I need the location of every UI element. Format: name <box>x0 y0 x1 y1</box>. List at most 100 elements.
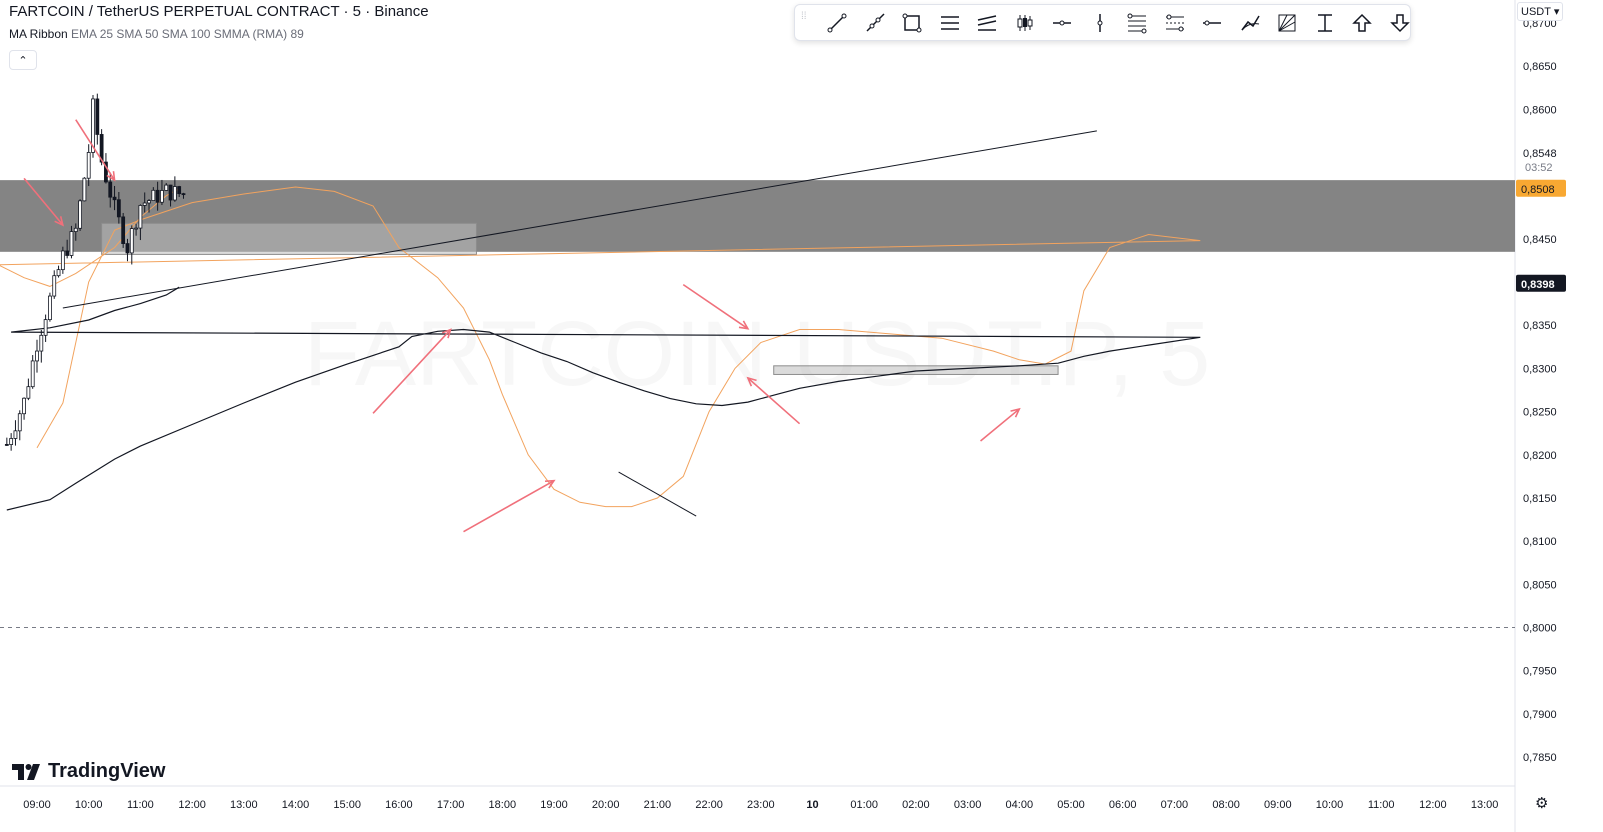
arrow-line-4[interactable] <box>980 408 1020 442</box>
ray-icon <box>866 12 885 32</box>
candle-body-0[interactable] <box>4 444 9 446</box>
gann-fan-tool-button[interactable] <box>1269 8 1307 38</box>
candle-body-38[interactable] <box>168 184 173 201</box>
candle-body-19[interactable] <box>86 152 91 179</box>
range-box-1[interactable] <box>773 365 1059 375</box>
candle-body-34[interactable] <box>151 189 156 201</box>
candle-body-26[interactable] <box>116 199 121 218</box>
candle-body-18[interactable] <box>82 177 87 202</box>
arrow-head-5 <box>54 216 65 227</box>
candle-body-7[interactable] <box>35 350 39 362</box>
x-tick-label: 19:00 <box>540 799 568 811</box>
candle-body-6[interactable] <box>30 360 35 388</box>
candle-body-30[interactable] <box>134 227 138 230</box>
candle-body-15[interactable] <box>69 231 74 256</box>
regression-trend-icon <box>978 14 997 31</box>
indicator-name: MA Ribbon <box>9 27 68 41</box>
candle-body-14[interactable] <box>65 250 70 256</box>
candle-body-33[interactable] <box>147 200 151 204</box>
candle-body-36[interactable] <box>160 190 164 203</box>
arrow-line-3[interactable] <box>747 377 801 425</box>
candle-body-10[interactable] <box>48 295 52 321</box>
parallel-channel-tool-button[interactable] <box>931 8 969 38</box>
candle-body-16[interactable] <box>73 227 78 232</box>
candle-body-37[interactable] <box>164 184 169 191</box>
x-tick-label: 21:00 <box>644 799 672 811</box>
candle-body-8[interactable] <box>39 334 44 352</box>
candle-body-31[interactable] <box>138 205 143 229</box>
candle-body-17[interactable] <box>78 200 82 229</box>
currency-selector[interactable]: USDT ▾ <box>1517 2 1564 21</box>
arrow-head-0 <box>441 328 452 339</box>
arrow-line-2[interactable] <box>682 283 749 330</box>
ray-tool-button[interactable] <box>856 8 894 38</box>
arrow-line-0[interactable] <box>372 329 452 414</box>
x-tick-label: 06:00 <box>1109 799 1137 811</box>
x-tick-label: 14:00 <box>282 799 310 811</box>
tradingview-logo[interactable]: TradingView <box>12 760 165 783</box>
x-tick-label: 18:00 <box>489 799 517 811</box>
candle-body-12[interactable] <box>56 269 61 277</box>
x-tick-label: 10 <box>806 799 818 811</box>
fib-retracement-icon <box>1127 13 1147 33</box>
candle-body-9[interactable] <box>43 319 48 336</box>
indicator-params: EMA 25 SMA 50 SMA 100 SMMA (RMA) 89 <box>71 27 304 41</box>
trend-line-tool-button[interactable] <box>819 8 857 38</box>
fib-extension-icon <box>1165 14 1184 31</box>
arrow-line-1[interactable] <box>463 479 555 533</box>
candle-body-24[interactable] <box>108 181 113 198</box>
candle-body-27[interactable] <box>121 216 126 244</box>
x-tick-label: 08:00 <box>1212 799 1240 811</box>
x-tick-label: 11:00 <box>127 799 154 811</box>
horizontal-ray-tool-button[interactable] <box>1194 8 1232 38</box>
candle-body-39[interactable] <box>172 186 177 201</box>
candle-body-35[interactable] <box>155 189 160 203</box>
arrow-up-tool-button[interactable] <box>1344 8 1382 38</box>
trend-line-1[interactable] <box>62 130 1097 309</box>
collapse-legend-button[interactable]: ⌃ <box>9 50 37 70</box>
candle-body-4[interactable] <box>22 397 26 415</box>
arrow-down-icon <box>1390 13 1410 32</box>
arrow-up-icon <box>1352 13 1373 32</box>
fib-retracement-tool-button[interactable] <box>1119 8 1157 38</box>
measure-tool-button[interactable] <box>1306 8 1344 38</box>
candle-body-21[interactable] <box>95 98 100 135</box>
candle-body-40[interactable] <box>177 186 182 195</box>
candle-body-1[interactable] <box>9 438 14 445</box>
candle-body-23[interactable] <box>104 161 108 183</box>
regression-trend-tool-button[interactable] <box>969 8 1007 38</box>
trend-line-0[interactable] <box>618 471 697 517</box>
candle-body-41[interactable] <box>181 193 186 196</box>
rectangle-tool-button[interactable] <box>894 8 932 38</box>
candle-body-5[interactable] <box>26 386 31 399</box>
candle-body-2[interactable] <box>13 430 18 439</box>
arrow-line-6[interactable] <box>75 119 116 181</box>
arrow-line-5[interactable] <box>23 177 64 226</box>
x-tick-label: 16:00 <box>385 799 413 811</box>
candle-body-20[interactable] <box>91 98 95 153</box>
long-position-tool-button[interactable] <box>1006 8 1044 38</box>
candle-body-32[interactable] <box>142 202 147 206</box>
x-tick-label: 07:00 <box>1161 799 1189 811</box>
y-tick-label: 0,8600 <box>1523 104 1557 116</box>
arrow-head-6 <box>106 171 116 182</box>
candle-body-3[interactable] <box>17 413 22 432</box>
candle-body-25[interactable] <box>112 196 117 201</box>
arrow-down-tool-button[interactable] <box>1381 8 1419 38</box>
path-tool-button[interactable] <box>1231 8 1269 38</box>
indicator-legend[interactable]: MA Ribbon EMA 25 SMA 50 SMA 100 SMMA (RM… <box>9 27 304 41</box>
rectangle-icon <box>902 13 922 32</box>
horizontal-line-tool-button[interactable] <box>1044 8 1082 38</box>
candle-body-22[interactable] <box>99 134 104 163</box>
candle-body-29[interactable] <box>129 228 134 254</box>
fib-extension-tool-button[interactable] <box>1156 8 1194 38</box>
candle-body-11[interactable] <box>52 275 57 297</box>
arrow-head-1 <box>544 479 556 489</box>
candle-body-28[interactable] <box>125 243 130 254</box>
gear-icon[interactable]: ⚙ <box>1535 795 1549 812</box>
range-box-0[interactable] <box>101 222 477 255</box>
vertical-line-tool-button[interactable] <box>1081 8 1119 38</box>
candle-body-13[interactable] <box>60 250 65 271</box>
drag-handle-icon[interactable]: ⁞⁞ <box>801 10 807 22</box>
